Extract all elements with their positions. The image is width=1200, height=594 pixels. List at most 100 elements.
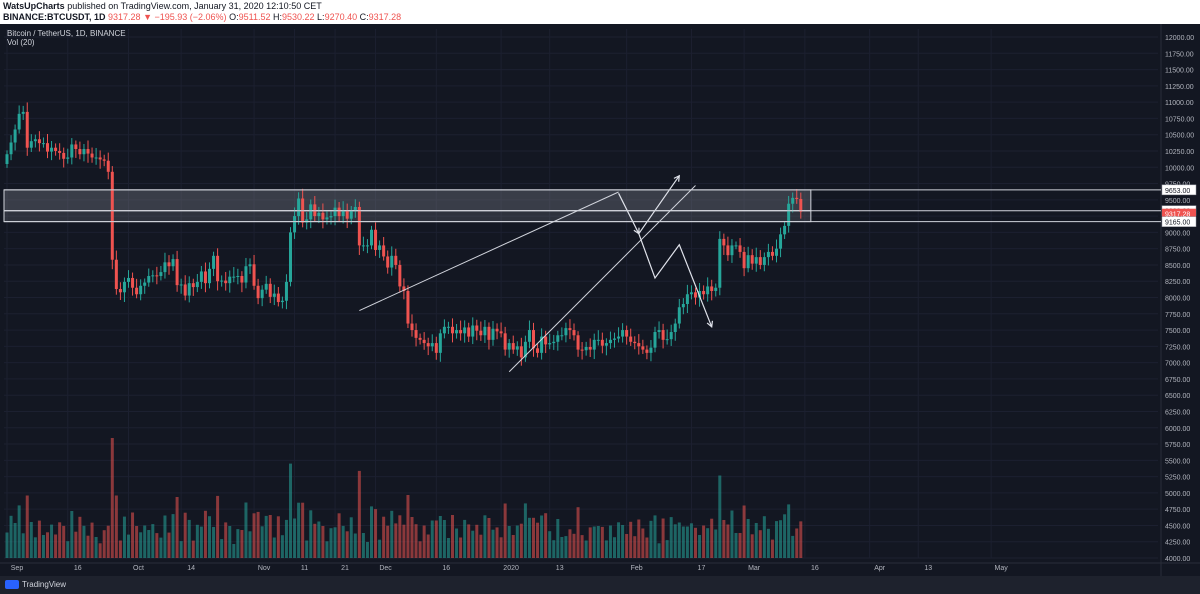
- volume-bar: [710, 518, 714, 558]
- candle-body: [689, 292, 693, 295]
- volume-bar: [770, 539, 774, 558]
- candle-body: [122, 281, 126, 293]
- volume-bar: [212, 527, 216, 558]
- volume-bar: [556, 519, 560, 558]
- candle-body: [90, 153, 94, 158]
- volume-bar: [455, 528, 459, 558]
- candle-body: [787, 203, 791, 226]
- volume-bar: [592, 526, 596, 558]
- volume-bar: [390, 510, 394, 558]
- candle-body: [795, 197, 799, 199]
- candle-body: [13, 129, 17, 143]
- volume-bar: [766, 528, 770, 558]
- candle-body: [114, 259, 118, 290]
- candle-body: [203, 271, 207, 284]
- price-label-box: [1161, 184, 1197, 196]
- candle-body: [414, 330, 418, 338]
- volume-bar: [13, 523, 17, 558]
- price-label: 9165.00: [1165, 220, 1190, 227]
- volume-bar: [406, 495, 410, 558]
- volume-bar: [572, 533, 576, 558]
- volume-bar: [382, 516, 386, 558]
- time-tick-label: 11: [301, 565, 308, 572]
- candle-body: [110, 171, 114, 260]
- published-info: published on TradingView.com, January 31…: [67, 1, 322, 11]
- volume-bar: [438, 516, 442, 558]
- candle-body: [499, 331, 503, 334]
- volume-bar: [90, 522, 94, 558]
- volume-bar: [584, 540, 588, 558]
- price-tick-label: 5000.00: [1165, 491, 1190, 498]
- time-tick-label: Oct: [133, 565, 144, 572]
- volume-bar: [621, 525, 625, 558]
- candle-body: [94, 157, 98, 159]
- volume-bar: [378, 539, 382, 558]
- price-tick-label: 5500.00: [1165, 458, 1190, 465]
- candle-body: [572, 330, 576, 336]
- volume-bar: [54, 534, 58, 558]
- tradingview-logo[interactable]: TradingView: [5, 580, 66, 589]
- volume-bar: [86, 535, 90, 558]
- time-tick-label: Feb: [631, 565, 643, 572]
- volume-bar: [114, 495, 118, 558]
- volume-bar: [386, 525, 390, 558]
- candle-body: [102, 159, 106, 161]
- volume-bar: [159, 537, 163, 558]
- volume-bar: [268, 515, 272, 558]
- projection-arrow: [638, 233, 713, 328]
- volume-bar: [82, 525, 86, 558]
- volume-bar: [280, 535, 284, 558]
- candle-body: [738, 245, 742, 252]
- price-tick-label: 9500.00: [1165, 198, 1190, 205]
- candle-body: [519, 346, 523, 358]
- candle-body: [471, 325, 475, 337]
- volume-bar: [195, 524, 199, 558]
- volume-bar: [580, 535, 584, 558]
- volume-bar: [414, 524, 418, 558]
- candle-body: [228, 276, 232, 284]
- price-tick-label: 10750.00: [1165, 116, 1194, 123]
- symbol-title: Bitcoin / TetherUS, 1D, BINANCE: [7, 29, 126, 38]
- candle-body: [681, 304, 685, 308]
- candle-body: [588, 346, 592, 350]
- candle-body: [289, 232, 292, 282]
- volume-bar: [151, 524, 155, 558]
- arrow-head: [673, 174, 681, 182]
- candle-body: [374, 229, 378, 250]
- price-tick-label: 11000.00: [1165, 100, 1194, 107]
- author[interactable]: WatsUpCharts: [3, 1, 65, 11]
- time-tick-label: Nov: [258, 565, 271, 572]
- candle-body: [370, 229, 373, 246]
- candle-body: [183, 284, 187, 296]
- price-tick-label: 5750.00: [1165, 442, 1190, 449]
- candle-body: [78, 149, 82, 155]
- candle-body: [430, 343, 434, 347]
- time-tick-label: Dec: [379, 565, 392, 572]
- time-tick-label: 13: [556, 565, 564, 572]
- price-chart[interactable]: 12000.00 11750.00 11500.00 11250.00 11000.00…: [0, 24, 1200, 576]
- chart-header: WatsUpCharts published on TradingView.co…: [0, 0, 1200, 24]
- projection-arrow: [618, 193, 640, 234]
- close-value: 9317.28: [368, 12, 402, 22]
- candle-body: [345, 210, 349, 219]
- volume-bar: [264, 515, 268, 558]
- volume-bar: [499, 537, 503, 558]
- chart-area[interactable]: 12000.00 11750.00 11500.00 11250.00 11000.00…: [0, 24, 1200, 576]
- volume-bar: [179, 541, 183, 558]
- price-label-box: [1162, 208, 1196, 219]
- candle-body: [151, 275, 155, 277]
- trendline: [359, 191, 619, 311]
- candle-body: [661, 330, 665, 340]
- candle-body: [62, 152, 66, 159]
- volume-bar: [94, 537, 98, 558]
- volume-bar: [305, 540, 309, 558]
- candle-body: [503, 333, 507, 350]
- price-tick-label: 11750.00: [1165, 51, 1194, 58]
- candle-body: [208, 268, 211, 284]
- volume-bar: [37, 520, 41, 558]
- candle-body: [329, 216, 333, 218]
- volume-bar: [402, 524, 406, 558]
- volume-bar: [29, 522, 33, 558]
- candle-body: [361, 245, 365, 247]
- candle-body: [139, 285, 143, 295]
